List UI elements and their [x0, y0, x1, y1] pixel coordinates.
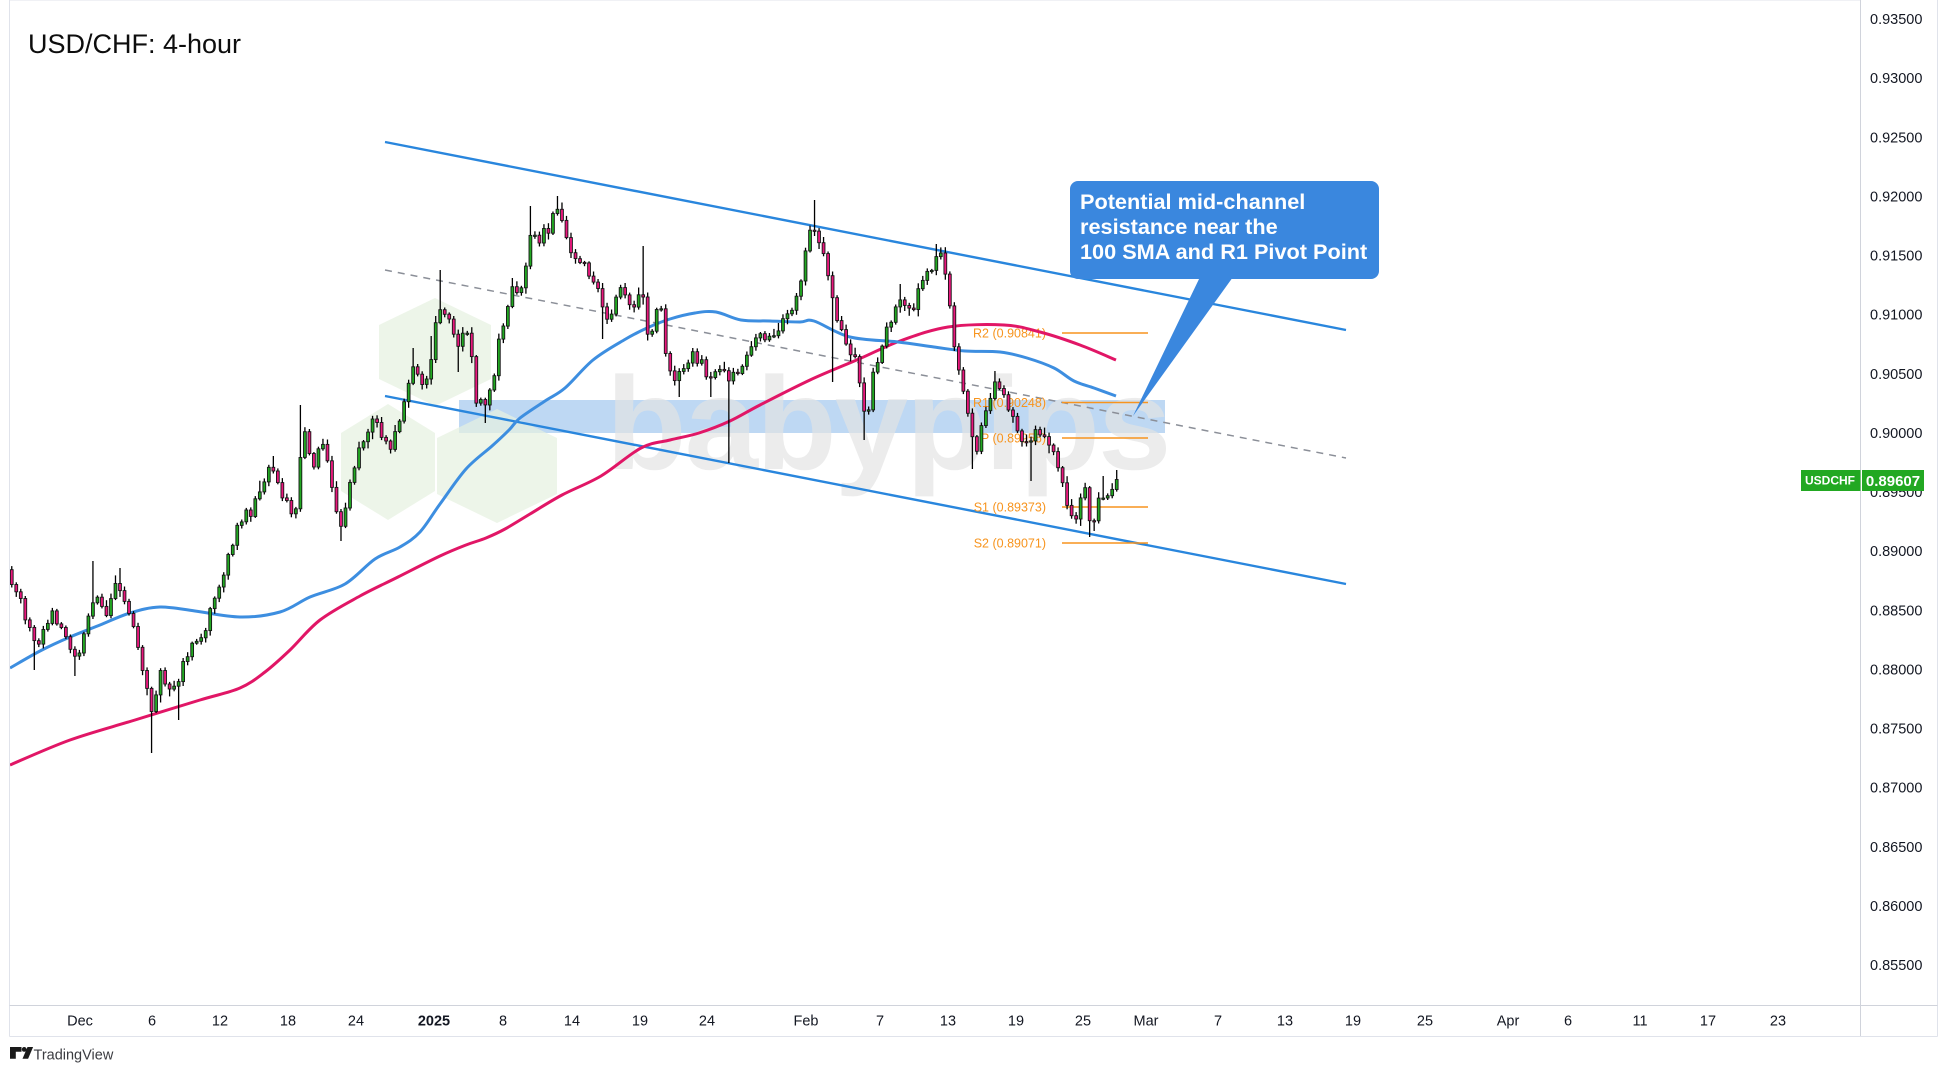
- svg-text:7: 7: [876, 1014, 884, 1030]
- svg-text:19: 19: [1345, 1014, 1361, 1030]
- svg-text:18: 18: [280, 1014, 296, 1030]
- svg-text:0.87500: 0.87500: [1870, 722, 1922, 738]
- svg-text:0.85500: 0.85500: [1870, 958, 1922, 974]
- svg-text:0.87000: 0.87000: [1870, 781, 1922, 797]
- svg-text:0.88000: 0.88000: [1870, 662, 1922, 678]
- svg-text:100 SMA and R1 Pivot Point: 100 SMA and R1 Pivot Point: [1080, 239, 1367, 264]
- svg-text:0.90500: 0.90500: [1870, 367, 1922, 383]
- svg-text:6: 6: [148, 1014, 156, 1030]
- svg-text:S1 (0.89373): S1 (0.89373): [974, 501, 1046, 515]
- svg-text:0.86000: 0.86000: [1870, 899, 1922, 915]
- svg-text:13: 13: [1277, 1014, 1293, 1030]
- svg-text:24: 24: [348, 1014, 364, 1030]
- svg-text:Apr: Apr: [1497, 1014, 1520, 1030]
- svg-text:25: 25: [1417, 1014, 1433, 1030]
- svg-text:13: 13: [940, 1014, 956, 1030]
- svg-text:TradingView: TradingView: [34, 1048, 114, 1064]
- svg-text:0.89000: 0.89000: [1870, 544, 1922, 560]
- svg-text:8: 8: [499, 1014, 507, 1030]
- svg-text:Potential mid-channel: Potential mid-channel: [1080, 189, 1305, 214]
- svg-text:19: 19: [1008, 1014, 1024, 1030]
- svg-text:Dec: Dec: [67, 1014, 93, 1030]
- svg-text:12: 12: [212, 1014, 228, 1030]
- svg-text:23: 23: [1770, 1014, 1786, 1030]
- svg-text:USDCHF: USDCHF: [1805, 474, 1855, 488]
- svg-text:0.91000: 0.91000: [1870, 308, 1922, 324]
- svg-text:0.93500: 0.93500: [1870, 12, 1922, 28]
- svg-text:6: 6: [1564, 1014, 1572, 1030]
- svg-text:USD/CHF: 4-hour: USD/CHF: 4-hour: [28, 29, 241, 59]
- svg-text:R2 (0.90841): R2 (0.90841): [973, 327, 1046, 341]
- svg-text:19: 19: [632, 1014, 648, 1030]
- svg-text:0.86500: 0.86500: [1870, 840, 1922, 856]
- svg-text:0.91500: 0.91500: [1870, 249, 1922, 265]
- svg-text:7: 7: [1214, 1014, 1222, 1030]
- svg-text:Mar: Mar: [1134, 1014, 1159, 1030]
- svg-text:17: 17: [1700, 1014, 1716, 1030]
- svg-text:resistance near the: resistance near the: [1080, 214, 1278, 239]
- svg-text:0.92500: 0.92500: [1870, 130, 1922, 146]
- svg-text:babypips: babypips: [606, 350, 1169, 497]
- svg-text:14: 14: [564, 1014, 580, 1030]
- svg-text:Feb: Feb: [794, 1014, 819, 1030]
- svg-text:0.92000: 0.92000: [1870, 189, 1922, 205]
- svg-text:S2 (0.89071): S2 (0.89071): [974, 537, 1046, 551]
- svg-text:11: 11: [1632, 1014, 1647, 1030]
- svg-text:2025: 2025: [418, 1014, 450, 1030]
- svg-text:0.93000: 0.93000: [1870, 71, 1922, 87]
- svg-text:0.89607: 0.89607: [1866, 473, 1920, 490]
- svg-text:24: 24: [699, 1014, 715, 1030]
- svg-text:25: 25: [1075, 1014, 1091, 1030]
- svg-text:0.88500: 0.88500: [1870, 603, 1922, 619]
- svg-text:0.90000: 0.90000: [1870, 426, 1922, 442]
